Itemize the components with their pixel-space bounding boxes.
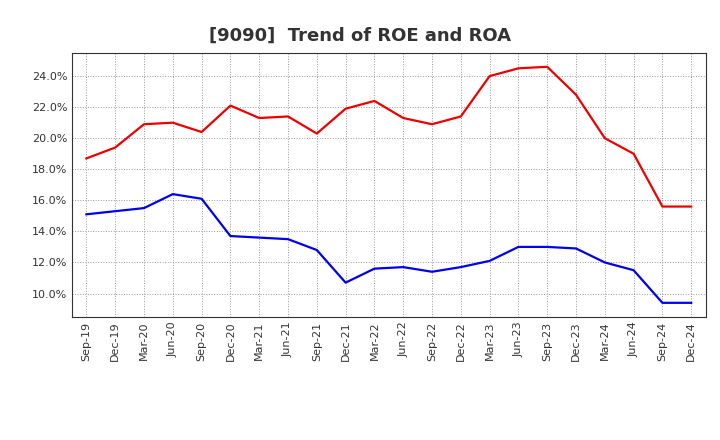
Line: ROA: ROA	[86, 194, 691, 303]
ROE	[197, 129, 206, 135]
ROE	[399, 115, 408, 121]
ROA	[197, 196, 206, 202]
ROA	[514, 244, 523, 249]
ROE	[485, 73, 494, 79]
ROE	[168, 120, 177, 125]
ROE	[687, 204, 696, 209]
ROA	[140, 205, 148, 211]
ROE	[514, 66, 523, 71]
ROA	[658, 300, 667, 305]
ROE	[543, 64, 552, 70]
ROA	[428, 269, 436, 275]
ROE	[111, 145, 120, 150]
ROA	[572, 246, 580, 251]
ROE	[658, 204, 667, 209]
ROE	[226, 103, 235, 108]
ROA	[284, 237, 292, 242]
ROA	[255, 235, 264, 240]
ROA	[543, 244, 552, 249]
ROA	[341, 280, 350, 285]
ROA	[226, 233, 235, 238]
ROA	[456, 264, 465, 270]
ROA	[168, 191, 177, 197]
ROE	[456, 114, 465, 119]
ROE	[370, 98, 379, 103]
ROE	[572, 92, 580, 97]
ROA	[370, 266, 379, 271]
ROE	[140, 121, 148, 127]
ROE	[255, 115, 264, 121]
ROA	[82, 212, 91, 217]
ROE	[312, 131, 321, 136]
ROA	[485, 258, 494, 264]
ROA	[687, 300, 696, 305]
ROA	[399, 264, 408, 270]
ROE	[284, 114, 292, 119]
ROA	[312, 247, 321, 253]
Text: [9090]  Trend of ROE and ROA: [9090] Trend of ROE and ROA	[209, 26, 511, 44]
ROE	[428, 121, 436, 127]
ROE	[600, 136, 609, 141]
ROA	[111, 209, 120, 214]
Line: ROE: ROE	[86, 67, 691, 206]
ROE	[82, 156, 91, 161]
ROA	[629, 268, 638, 273]
ROE	[341, 106, 350, 111]
ROA	[600, 260, 609, 265]
ROE	[629, 151, 638, 156]
